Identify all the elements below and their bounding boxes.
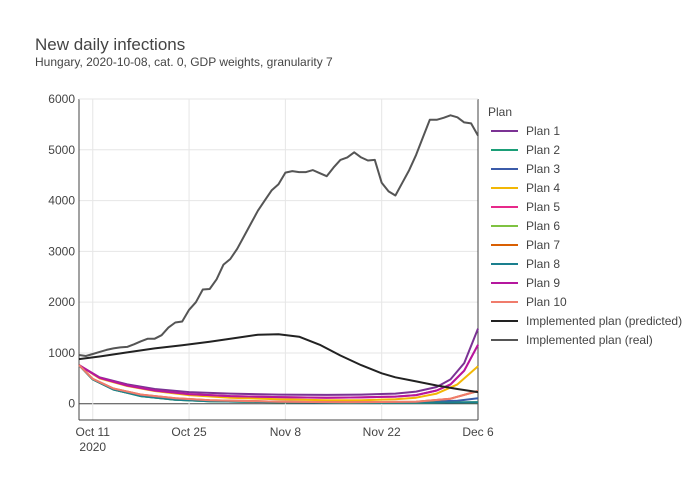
y-tick-label: 1000 bbox=[48, 346, 75, 360]
y-tick-label: 3000 bbox=[48, 244, 75, 258]
legend: Plan 1 Plan 2 Plan 3 Plan 4 Plan 5 Plan 6 Plan… bbox=[491, 124, 682, 347]
chart-title: New daily infections bbox=[35, 35, 185, 54]
legend-item-label: Plan 1 bbox=[526, 124, 560, 138]
chart-subtitle: Hungary, 2020-10-08, cat. 0, GDP weights… bbox=[35, 55, 333, 69]
legend-item-label: Plan 9 bbox=[526, 276, 560, 290]
x-tick-label: Oct 25 bbox=[171, 425, 207, 439]
y-tick-label: 5000 bbox=[48, 143, 75, 157]
legend-item-label: Plan 7 bbox=[526, 238, 560, 252]
x-tick-label: Dec 6 bbox=[462, 425, 494, 439]
legend-item-label: Implemented plan (predicted) bbox=[526, 314, 682, 328]
x-tick-sublabel: 2020 bbox=[79, 440, 106, 454]
legend-item-label: Plan 8 bbox=[526, 257, 560, 271]
x-tick-label: Oct 11 bbox=[76, 425, 111, 439]
legend-item-label: Plan 3 bbox=[526, 162, 560, 176]
x-tick-label: Nov 22 bbox=[363, 425, 401, 439]
series-line-12 bbox=[78, 114, 479, 357]
x-tick-label: Nov 8 bbox=[270, 425, 302, 439]
legend-item-label: Plan 5 bbox=[526, 200, 560, 214]
legend-item-label: Implemented plan (real) bbox=[526, 333, 653, 347]
legend-item-label: Plan 4 bbox=[526, 181, 560, 195]
series-line-11 bbox=[78, 333, 479, 394]
y-tick-label: 2000 bbox=[48, 295, 75, 309]
y-tick-label: 4000 bbox=[48, 194, 75, 208]
y-tick-label: 6000 bbox=[48, 92, 75, 106]
legend-item-label: Plan 10 bbox=[526, 295, 567, 309]
series-line-10 bbox=[78, 364, 479, 404]
legend-item-label: Plan 2 bbox=[526, 143, 560, 157]
legend-title: Plan bbox=[488, 105, 512, 119]
y-tick-label: 0 bbox=[68, 397, 75, 411]
legend-item-label: Plan 6 bbox=[526, 219, 560, 233]
series-line-1 bbox=[78, 328, 479, 396]
